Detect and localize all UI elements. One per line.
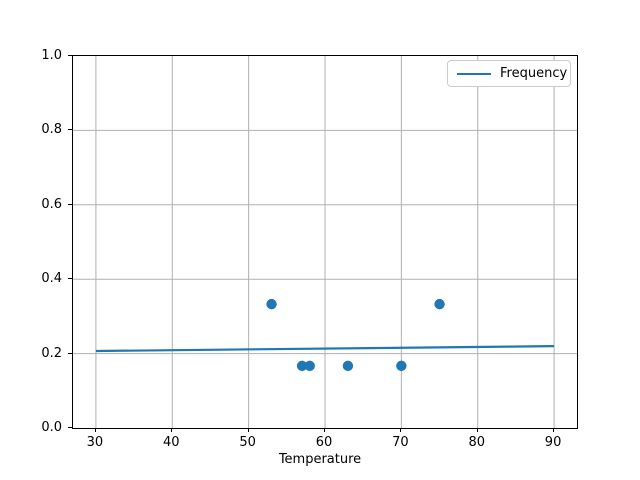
y-tick-mark xyxy=(68,55,72,56)
legend-box: Frequency xyxy=(447,60,571,87)
x-tick-label: 60 xyxy=(315,435,333,450)
legend-label-frequency: Frequency xyxy=(500,66,568,81)
x-tick-label: 70 xyxy=(392,435,409,450)
frequency-trend-line xyxy=(95,345,555,353)
scatter-point xyxy=(396,360,407,372)
x-tick-label: 80 xyxy=(468,435,485,450)
x-tick-mark xyxy=(553,428,555,432)
x-tick-mark xyxy=(171,428,173,432)
y-tick-mark xyxy=(68,427,72,428)
scatter-points xyxy=(266,298,445,372)
scatter-point xyxy=(266,298,277,310)
y-gridlines xyxy=(73,129,577,355)
x-tick-mark xyxy=(247,428,249,432)
scatter-point xyxy=(304,360,315,372)
y-tick-mark xyxy=(68,203,72,205)
y-tick-mark xyxy=(68,278,72,280)
plot-canvas xyxy=(73,56,577,428)
x-tick-mark xyxy=(324,428,325,432)
legend-line-swatch xyxy=(457,72,491,75)
scatter-point xyxy=(342,360,354,372)
x-tick-mark xyxy=(94,428,96,432)
x-tick-label: 30 xyxy=(86,435,104,450)
x-tick-mark xyxy=(476,428,478,432)
x-tick-mark xyxy=(400,428,402,432)
y-tick-label: 0.4 xyxy=(41,271,62,287)
x-gridlines xyxy=(95,56,555,428)
y-tick-mark xyxy=(68,352,72,354)
y-tick-label: 0.2 xyxy=(41,345,62,361)
x-tick-label: 50 xyxy=(239,435,256,450)
x-tick-label: 40 xyxy=(162,435,180,450)
scatter-point xyxy=(434,298,445,310)
plot-area xyxy=(72,55,578,429)
scatter-point xyxy=(296,360,308,372)
x-tick-label: 90 xyxy=(544,435,562,450)
y-tick-label: 0.0 xyxy=(41,420,62,435)
y-tick-label: 0.6 xyxy=(41,196,62,212)
y-tick-label: 0.8 xyxy=(41,122,62,138)
y-tick-label: 1.0 xyxy=(41,48,62,63)
y-tick-mark xyxy=(68,129,72,131)
x-axis-label: Temperature xyxy=(278,452,362,467)
